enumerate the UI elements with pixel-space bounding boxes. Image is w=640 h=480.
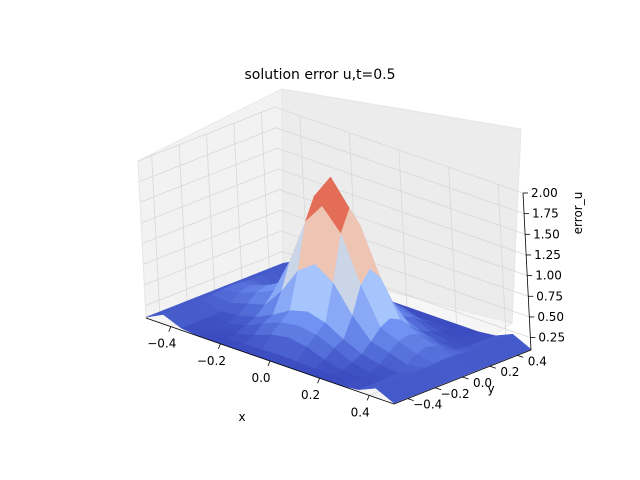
z-tick-label-0: 0.25: [538, 331, 565, 345]
y-tick-mark-0: [407, 398, 414, 401]
x-tick-label-1: −0.2: [197, 354, 226, 368]
z-tick-label-2: 0.75: [536, 289, 563, 303]
y-tick-label-0: −0.4: [413, 398, 442, 412]
y-tick-label-1: −0.2: [441, 387, 470, 401]
x-tick-label-0: −0.4: [147, 337, 176, 351]
z-tick-label-4: 1.25: [534, 248, 561, 262]
chart-title: solution error u,t=0.5: [244, 67, 395, 83]
z-tick-label-5: 1.50: [533, 227, 560, 241]
surface-patch-13-0: [375, 384, 405, 404]
x-tick-label-3: 0.2: [301, 388, 320, 402]
x-tick-mark-2: [267, 360, 271, 367]
gridline-z-0: [145, 251, 531, 338]
gridline-z-7: [137, 106, 524, 194]
z-axis-label: error_u: [571, 192, 585, 235]
error-surface: [145, 176, 532, 404]
axis-ticks: −0.4−0.20.00.20.4−0.4−0.20.00.20.40.250.…: [147, 186, 565, 419]
x-tick-label-2: 0.0: [251, 371, 270, 385]
y-tick-label-2: 0.0: [473, 376, 492, 390]
gridline-z-4: [141, 168, 527, 256]
y-tick-mark-3: [489, 365, 497, 369]
gridline-z-1: [144, 230, 530, 318]
y-tick-label-3: 0.2: [500, 365, 519, 379]
z-tick-label-7: 2.00: [531, 186, 558, 200]
x-axis-label: x: [238, 410, 245, 424]
gridline-z-6: [138, 127, 525, 215]
gridline-z-2: [143, 209, 529, 297]
x-tick-mark-3: [317, 378, 320, 384]
z-axis-line: [522, 192, 532, 351]
z-tick-label-3: 1.00: [535, 269, 562, 283]
y-tick-label-4: 0.4: [528, 354, 547, 368]
z-tick-label-1: 0.50: [537, 310, 564, 324]
gridline-z-3: [142, 189, 528, 276]
y-tick-mark-1: [434, 387, 442, 391]
gridline-z-5: [139, 147, 526, 235]
x-tick-mark-0: [168, 326, 172, 332]
z-tick-label-6: 1.75: [532, 207, 559, 221]
y-tick-mark-2: [462, 376, 469, 380]
x-tick-mark-4: [366, 395, 370, 401]
x-tick-mark-1: [218, 343, 221, 349]
y-axis-label: y: [487, 382, 494, 396]
y-tick-mark-4: [517, 355, 524, 358]
x-tick-label-4: 0.4: [351, 405, 370, 419]
